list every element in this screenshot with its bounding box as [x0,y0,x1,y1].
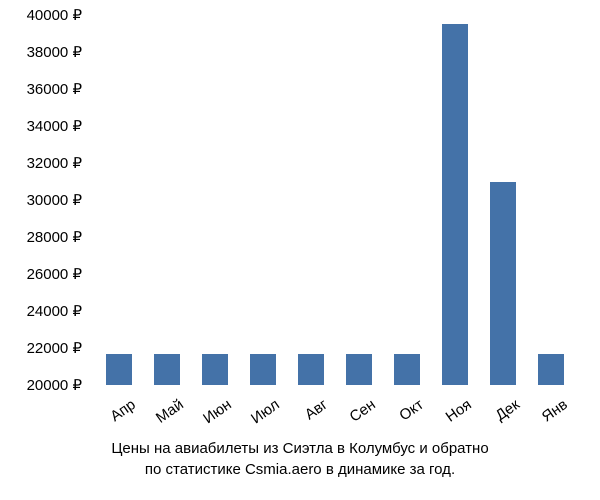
bar [442,24,468,385]
x-tick-label: Июн [192,396,235,433]
chart-caption: Цены на авиабилеты из Сиэтла в Колумбус … [0,438,600,480]
x-tick-label: Янв [528,396,571,433]
x-tick-label: Ноя [432,396,475,433]
bar [346,354,372,385]
y-tick-label: 32000 ₽ [27,154,82,172]
y-tick-label: 40000 ₽ [27,6,82,24]
x-tick-label: Сен [336,396,379,433]
y-tick-label: 24000 ₽ [27,302,82,320]
x-tick-label: Авг [288,396,331,433]
x-tick-label: Май [144,396,187,433]
bar [106,354,132,385]
y-axis: 20000 ₽22000 ₽24000 ₽26000 ₽28000 ₽30000… [0,15,90,385]
caption-line-2: по статистике Csmia.aero в динамике за г… [0,459,600,480]
y-tick-label: 30000 ₽ [27,191,82,209]
bar [250,354,276,385]
x-axis: АпрМайИюнИюлАвгСенОктНояДекЯнв [95,390,575,430]
y-tick-label: 36000 ₽ [27,80,82,98]
x-tick-label: Окт [384,396,427,433]
y-tick-label: 34000 ₽ [27,117,82,135]
bar [490,182,516,386]
chart-area [95,15,575,385]
caption-line-1: Цены на авиабилеты из Сиэтла в Колумбус … [0,438,600,459]
bar [154,354,180,385]
x-tick-label: Апр [96,396,139,433]
y-tick-label: 38000 ₽ [27,43,82,61]
bar [394,354,420,385]
y-tick-label: 26000 ₽ [27,265,82,283]
bar [298,354,324,385]
x-tick-label: Дек [480,396,523,433]
bar [202,354,228,385]
plot-area [95,15,575,385]
y-tick-label: 28000 ₽ [27,228,82,246]
y-tick-label: 20000 ₽ [27,376,82,394]
y-tick-label: 22000 ₽ [27,339,82,357]
x-tick-label: Июл [240,396,283,433]
bar [538,354,564,385]
